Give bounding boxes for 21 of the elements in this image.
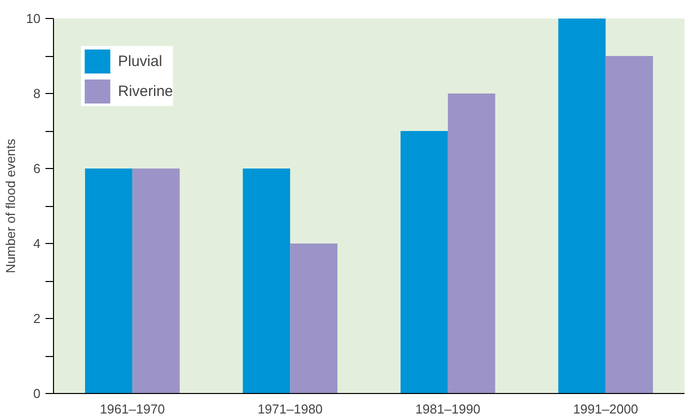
- x-tick-label: 1961–1970: [100, 402, 165, 416]
- x-tick-label: 1991–2000: [573, 402, 638, 416]
- bar: [448, 94, 496, 394]
- legend-label: Riverine: [118, 82, 174, 100]
- bar: [558, 18, 606, 394]
- x-tick-label: 1981–1990: [415, 402, 480, 416]
- legend-label: Pluvial: [118, 52, 162, 70]
- x-tick-label: 1971–1980: [258, 402, 323, 416]
- y-tick-label: 4: [33, 236, 41, 251]
- bar: [400, 131, 448, 394]
- y-tick-label: 0: [33, 386, 41, 401]
- bar: [290, 244, 338, 394]
- y-axis-title: Number of flood events: [3, 138, 18, 274]
- y-tick-label: 2: [33, 311, 41, 326]
- y-tick-label: 10: [26, 11, 41, 26]
- bar: [242, 168, 290, 394]
- y-tick-label: 8: [33, 86, 41, 101]
- bar: [606, 56, 653, 394]
- bar: [132, 168, 180, 394]
- bar: [85, 168, 132, 394]
- y-tick-label: 6: [33, 161, 41, 176]
